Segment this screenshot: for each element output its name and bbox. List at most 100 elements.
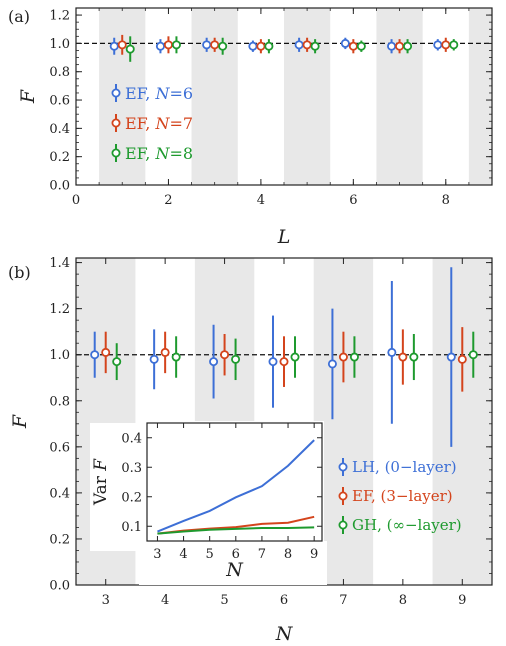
legend-label: EF, N=6	[125, 84, 193, 103]
data-point	[160, 347, 170, 357]
y-tick-label: 0.4	[49, 486, 70, 501]
legend-marker	[338, 491, 348, 501]
x-tick-label: 2	[164, 193, 172, 208]
data-point	[171, 352, 181, 362]
data-point	[202, 40, 212, 50]
x-tick-label: 7	[339, 593, 347, 608]
x-tick-label: 4	[161, 593, 169, 608]
data-point	[395, 41, 405, 51]
y-tick-label: 1.0	[49, 37, 70, 52]
data-point	[403, 41, 413, 51]
data-point	[149, 354, 159, 364]
data-point	[446, 352, 456, 362]
data-point	[109, 41, 119, 51]
x-tick-label: 9	[458, 593, 466, 608]
data-point	[398, 352, 408, 362]
panel-b: 0.0 0.2 0.4 0.6 0.8 1.0 1.2 1.4 3 4 5 6 7 8 9 N F (b) LH, …	[8, 256, 493, 645]
inset-x-tick-label: 5	[206, 547, 214, 562]
legend-label: EF, N=8	[125, 144, 193, 163]
y-tick-label: 0.0	[49, 579, 70, 594]
legend-marker	[111, 118, 121, 128]
inset-x-axis-label: N	[225, 559, 244, 581]
y-axis-label: F	[17, 89, 39, 104]
inset-y-tick-label: 0.1	[121, 520, 142, 535]
data-point	[387, 41, 397, 51]
legend-label: LH, (0−layer)	[352, 458, 457, 476]
y-tick-label: 0.8	[49, 394, 70, 409]
shaded-band	[191, 8, 238, 185]
x-tick-label: 5	[220, 593, 228, 608]
data-point	[349, 352, 359, 362]
x-axis-label: L	[277, 226, 291, 248]
inset-y-axis-label: Var F	[91, 458, 111, 506]
x-axis-label: N	[275, 623, 294, 645]
inset-x-tick-label: 9	[310, 547, 318, 562]
legend-label: EF, N=7	[125, 114, 193, 133]
y-tick-label: 0.6	[49, 94, 70, 109]
data-point	[163, 40, 173, 50]
data-point	[302, 40, 312, 50]
data-point	[468, 350, 478, 360]
inset-line	[157, 439, 315, 533]
inset-background	[90, 423, 147, 551]
panel-label: (b)	[8, 263, 31, 282]
y-tick-label: 0.2	[49, 532, 70, 547]
panel-label: (a)	[8, 7, 30, 26]
legend-marker	[338, 520, 348, 530]
y-tick-label: 1.2	[49, 302, 70, 317]
data-point	[433, 40, 443, 50]
data-point	[264, 41, 274, 51]
data-point	[155, 41, 165, 51]
inset-x-tick-label: 7	[258, 547, 266, 562]
data-point	[449, 40, 459, 50]
data-point	[112, 357, 122, 367]
data-point	[409, 352, 419, 362]
data-point	[327, 359, 337, 369]
inset-background	[139, 541, 327, 585]
y-tick-label: 0.8	[49, 65, 70, 80]
x-tick-label: 8	[399, 593, 407, 608]
data-point	[268, 357, 278, 367]
y-tick-label: 1.2	[49, 9, 70, 24]
data-point	[348, 41, 358, 51]
inset-line	[157, 526, 315, 535]
data-point	[210, 40, 220, 50]
inset-x-tick-label: 3	[153, 547, 161, 562]
inset-x-tick-label: 8	[284, 547, 292, 562]
data-point	[209, 357, 219, 367]
data-point	[248, 41, 258, 51]
shaded-band	[432, 258, 492, 585]
data-point	[338, 352, 348, 362]
data-point	[279, 357, 289, 367]
y-tick-label: 0.6	[49, 440, 70, 455]
data-point	[387, 347, 397, 357]
legend-marker	[111, 148, 121, 158]
shaded-band	[376, 8, 423, 185]
legend-label: GH, (∞−layer)	[352, 516, 462, 534]
inset-x-tick-label: 4	[179, 547, 187, 562]
data-point	[340, 38, 350, 48]
inset-x-tick-label: 6	[232, 547, 240, 562]
data-point	[90, 350, 100, 360]
data-point	[220, 350, 230, 360]
data-point	[356, 41, 366, 51]
data-point	[290, 352, 300, 362]
data-point	[256, 41, 266, 51]
inset-y-tick-label: 0.3	[121, 461, 142, 476]
data-point	[294, 40, 304, 50]
y-tick-label: 0.2	[49, 150, 70, 165]
y-axis-label: F	[9, 414, 31, 429]
inset-frame	[146, 422, 323, 542]
y-tick-label: 0.4	[49, 122, 70, 137]
x-tick-label: 8	[442, 193, 450, 208]
inset-y-tick-label: 0.4	[121, 431, 142, 446]
data-point	[218, 41, 228, 51]
legend-marker	[338, 462, 348, 472]
data-point	[441, 40, 451, 50]
x-tick-label: 4	[257, 193, 265, 208]
data-point	[101, 347, 111, 357]
legend-label: EF, (3−layer)	[352, 487, 453, 505]
data-point	[117, 40, 127, 50]
shaded-band	[468, 8, 492, 185]
